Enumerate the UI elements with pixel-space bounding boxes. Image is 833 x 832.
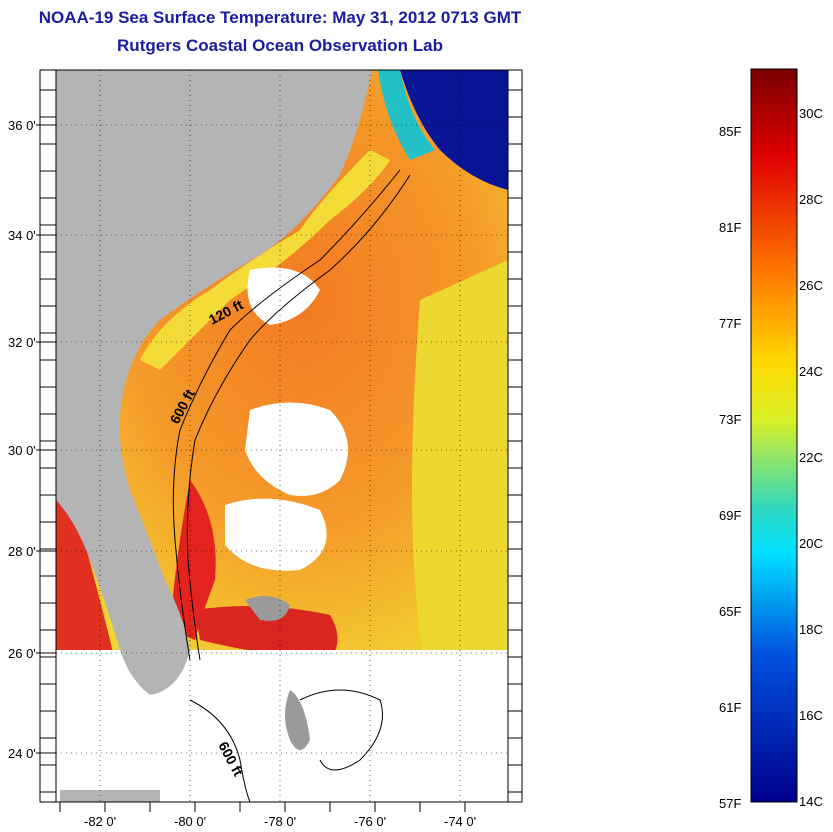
temperature-colorbar: 85F 81F 77F 73F 69F 65F 61F 57F 30C 28C … [719, 68, 823, 811]
colorbar-gradient [750, 68, 798, 803]
graticule [56, 70, 508, 802]
colorbar-c-label: 20C [799, 536, 823, 551]
lat-label: 24 0' [8, 746, 36, 761]
colorbar-c-label: 18C [799, 622, 823, 637]
lon-label: -80 0' [174, 814, 206, 829]
cool-water-band [378, 70, 435, 160]
sst-map: 120 ft 600 ft 600 ft 36 0' 34 0' 32 0' 3… [8, 69, 523, 829]
colorbar-f-label: 57F [719, 796, 741, 811]
longitude-labels: -82 0' -80 0' -78 0' -76 0' -74 0' [84, 814, 476, 829]
lat-label: 30 0' [8, 443, 36, 458]
land-mass [56, 70, 372, 695]
cold-water-region [400, 70, 508, 190]
colorbar-f-label: 65F [719, 604, 741, 619]
colorbar-f-label: 85F [719, 124, 741, 139]
cloud-cover [225, 498, 327, 571]
contour-600ft [186, 174, 411, 661]
colorbar-c-label: 24C [799, 364, 823, 379]
contour-bahamas [299, 689, 383, 771]
cloud-cover [247, 267, 320, 325]
lon-label: -82 0' [84, 814, 116, 829]
hot-water-bahamas [195, 606, 338, 660]
lon-label: -76 0' [354, 814, 386, 829]
title-line-1: NOAA-19 Sea Surface Temperature: May 31,… [38, 8, 522, 27]
bahamas-island [245, 596, 290, 621]
lon-label: -74 0' [444, 814, 476, 829]
axis-ticks [36, 89, 522, 812]
cloud-cover-south [56, 650, 508, 802]
lon-label: -78 0' [264, 814, 296, 829]
colorbar-f-label: 81F [719, 220, 741, 235]
contour-120ft [172, 169, 401, 661]
lat-label: 32 0' [8, 335, 36, 350]
colorbar-c-label: 14C [799, 794, 823, 809]
cloud-cover [245, 402, 348, 496]
fahrenheit-labels: 85F 81F 77F 73F 69F 65F 61F 57F [719, 124, 741, 811]
lat-label: 36 0' [8, 118, 36, 133]
contour-600ft-south [189, 699, 251, 802]
bahamas-island [285, 690, 310, 750]
hot-water-gulf [56, 490, 115, 700]
colorbar-c-label: 16C [799, 708, 823, 723]
colorbar-f-label: 77F [719, 316, 741, 331]
celsius-labels: 30C 28C 26C 24C 22C 20C 18C 16C 14C [799, 106, 823, 809]
latitude-labels: 36 0' 34 0' 32 0' 30 0' 28 0' 26 0' 24 0… [8, 118, 36, 761]
colorbar-c-label: 22C [799, 450, 823, 465]
title-line-2: Rutgers Coastal Ocean Observation Lab [117, 36, 443, 55]
lat-label: 26 0' [8, 646, 36, 661]
coastal-mild-band [140, 150, 390, 370]
map-right-margin [507, 69, 523, 803]
colorbar-c-label: 30C [799, 106, 823, 121]
map-left-margin [39, 69, 57, 803]
colorbar-c-label: 26C [799, 278, 823, 293]
colorbar-f-label: 61F [719, 700, 741, 715]
colorbar-f-label: 73F [719, 412, 741, 427]
colorbar-f-label: 69F [719, 508, 741, 523]
cuba-land [60, 790, 160, 802]
lat-label: 34 0' [8, 228, 36, 243]
lat-label: 28 0' [8, 544, 36, 559]
colorbar-c-label: 28C [799, 192, 823, 207]
